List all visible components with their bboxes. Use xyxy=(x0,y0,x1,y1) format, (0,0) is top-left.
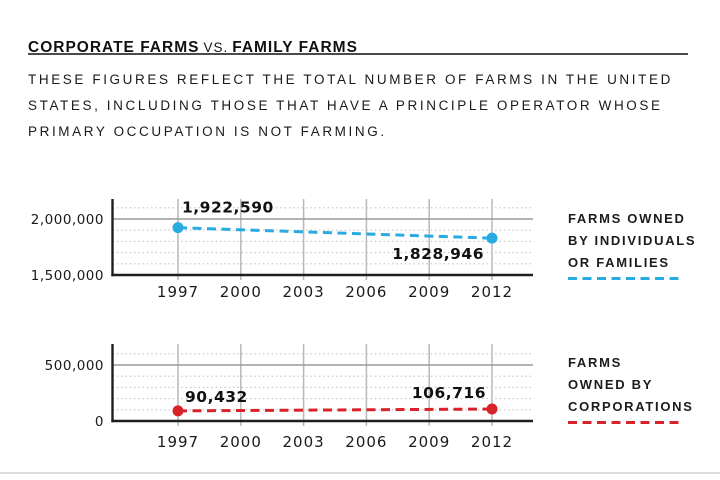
y-tick-label: 1,500,000 xyxy=(31,268,104,284)
x-tick-label: 2003 xyxy=(283,433,325,451)
description-line: STATES, INCLUDING THOSE THAT HAVE A PRIN… xyxy=(28,98,663,113)
legend-family-farms: FARMS OWNED BY INDIVIDUALS OR FAMILIES xyxy=(568,208,713,280)
title-vs: VS. xyxy=(203,40,229,56)
x-tick-label: 1997 xyxy=(157,433,199,451)
legend-line: OR FAMILIES xyxy=(568,255,670,270)
data-point-label: 1,828,946 xyxy=(392,245,484,263)
title-divider xyxy=(28,53,688,55)
data-point-label: 1,922,590 xyxy=(182,199,274,217)
legend-dash-red xyxy=(568,421,684,424)
family-farms-chart: 2,000,000 1,500,000 1997 2000 2003 2006 2009 20… xyxy=(31,199,533,301)
y-tick-label: 2,000,000 xyxy=(31,212,104,228)
corporate-farms-chart: 500,000 0 1997 2000 2003 2006 2009 2012 90,432 10… xyxy=(45,344,533,451)
x-tick-label: 2000 xyxy=(220,283,262,301)
legend-line: CORPORATIONS xyxy=(568,399,694,414)
legend-line: BY INDIVIDUALS xyxy=(568,233,697,248)
x-tick-label: 2009 xyxy=(408,433,450,451)
x-tick-label: 2000 xyxy=(220,433,262,451)
x-tick-label: 2006 xyxy=(345,283,387,301)
legend-line: FARMS OWNED xyxy=(568,211,686,226)
x-tick-label: 1997 xyxy=(157,283,199,301)
legend-line: OWNED BY xyxy=(568,377,654,392)
legend-line: FARMS xyxy=(568,355,622,370)
page-bottom-rule xyxy=(0,472,720,474)
data-point-label: 106,716 xyxy=(412,384,486,402)
y-tick-label: 0 xyxy=(95,414,104,430)
description-line: PRIMARY OCCUPATION IS NOT FARMING. xyxy=(28,124,387,139)
data-line xyxy=(177,226,493,240)
title-right: FAMILY FARMS xyxy=(232,39,358,57)
title-left: CORPORATE FARMS xyxy=(28,39,200,57)
data-point-label: 90,432 xyxy=(185,388,248,406)
page-title: CORPORATE FARMS VS. FAMILY FARMS xyxy=(28,39,358,57)
x-tick-label: 2012 xyxy=(471,433,513,451)
x-tick-label: 2003 xyxy=(283,283,325,301)
data-line xyxy=(177,407,493,413)
x-tick-label: 2012 xyxy=(471,283,513,301)
description-line: THESE FIGURES REFLECT THE TOTAL NUMBER O… xyxy=(28,72,673,87)
x-tick-label: 2009 xyxy=(408,283,450,301)
y-tick-label: 500,000 xyxy=(45,358,104,374)
data-point xyxy=(486,403,498,415)
legend-dash-blue xyxy=(568,277,684,280)
legend-corporate-farms: FARMS OWNED BY CORPORATIONS xyxy=(568,352,713,424)
data-point xyxy=(172,405,184,417)
data-point xyxy=(486,232,498,244)
data-point xyxy=(172,222,184,234)
description: THESE FIGURES REFLECT THE TOTAL NUMBER O… xyxy=(28,67,708,145)
x-tick-label: 2006 xyxy=(345,433,387,451)
